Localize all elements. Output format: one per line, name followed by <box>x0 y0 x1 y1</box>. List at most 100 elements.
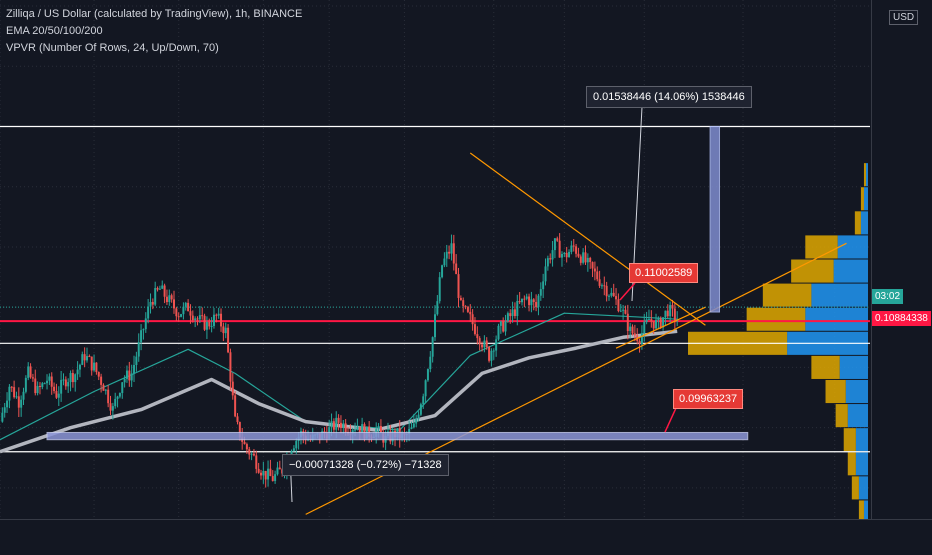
candle-down <box>156 288 159 290</box>
candle-up <box>530 299 533 306</box>
upper-measure-label[interactable]: 0.01538446 (14.06%) 1538446 <box>586 86 752 108</box>
time-axis[interactable] <box>0 519 932 551</box>
candle-up <box>111 406 114 411</box>
candle-up <box>292 448 295 451</box>
candle-down <box>671 305 674 309</box>
candle-down <box>220 313 223 327</box>
candle-up <box>417 414 420 420</box>
price-axis[interactable] <box>871 0 932 519</box>
candle-up <box>600 285 603 287</box>
candle-up <box>262 470 265 476</box>
candle-up <box>504 321 507 332</box>
candle-up <box>410 427 413 429</box>
candle-down <box>513 309 516 317</box>
vpvr-up-bar <box>847 404 868 428</box>
lower-measure-label[interactable]: −0.00071328 (−0.72%) −71328 <box>282 454 449 476</box>
candle-up <box>361 424 364 433</box>
vpvr-down-bar <box>825 379 846 404</box>
candle-down <box>109 403 112 411</box>
candle-up <box>8 386 11 401</box>
vpvr-down-bar <box>860 187 864 211</box>
vpvr-down-bar <box>858 500 864 524</box>
candle-up <box>60 379 63 394</box>
vpvr-down-bar <box>791 259 834 283</box>
candle-down <box>50 376 53 387</box>
candle-down <box>556 238 559 241</box>
vpvr-up-bar <box>833 259 868 283</box>
vpvr-down-bar <box>762 283 812 307</box>
candle-up <box>41 383 44 388</box>
candle-down <box>523 298 526 300</box>
candle-down <box>100 376 103 385</box>
candle-down <box>652 321 655 329</box>
candle-up <box>3 407 6 413</box>
candle-up <box>570 245 573 252</box>
candle-down <box>558 240 561 258</box>
candle-down <box>478 338 481 345</box>
target-price-label[interactable]: 0.11002589 <box>629 263 699 283</box>
candle-up <box>450 243 453 254</box>
candle-down <box>177 316 180 318</box>
candle-up <box>133 365 136 374</box>
candle-down <box>13 387 16 398</box>
candle-down <box>626 313 629 332</box>
candle-down <box>596 271 599 280</box>
candle-up <box>415 419 418 424</box>
candle-up <box>438 277 441 302</box>
candle-up <box>154 288 157 305</box>
candle-up <box>194 318 197 321</box>
symbol-title[interactable]: Zilliqa / US Dollar (calculated by Tradi… <box>6 8 303 20</box>
candle-down <box>83 354 86 361</box>
candle-down <box>368 426 371 437</box>
candle-up <box>78 364 81 370</box>
candle-down <box>666 310 669 317</box>
vpvr-up-bar <box>837 235 868 259</box>
candle-up <box>521 298 523 303</box>
candle-up <box>1 412 4 422</box>
candle-down <box>196 318 199 320</box>
vpvr-up-bar <box>858 476 868 500</box>
candle-up <box>610 292 613 296</box>
candle-down <box>659 318 662 328</box>
candle-down <box>248 449 251 455</box>
candle-up <box>560 254 563 258</box>
ema-indicator-label[interactable]: EMA 20/50/100/200 <box>6 25 103 37</box>
candle-down <box>535 302 538 308</box>
candle-up <box>198 315 201 320</box>
candle-down <box>593 268 596 272</box>
candle-up <box>568 251 571 258</box>
candle-down <box>231 381 234 396</box>
vpvr-up-bar <box>855 428 868 452</box>
candle-up <box>86 356 88 361</box>
currency-label[interactable]: USD <box>889 10 919 25</box>
candle-up <box>492 350 495 352</box>
trendline <box>615 306 706 349</box>
candle-up <box>67 382 70 387</box>
vpvr-indicator-label[interactable]: VPVR (Number Of Rows, 24, Up/Down, 70) <box>6 42 219 54</box>
candle-up <box>436 301 439 315</box>
candle-up <box>116 396 119 399</box>
candle-down <box>476 334 479 339</box>
candle-up <box>542 281 545 290</box>
vpvr-down-bar <box>847 452 856 476</box>
candle-down <box>222 326 225 334</box>
candle-down <box>53 386 56 392</box>
candle-down <box>473 324 476 335</box>
candle-up <box>149 301 152 307</box>
support-price-label[interactable]: 0.09963237 <box>673 389 744 409</box>
candle-up <box>140 330 143 343</box>
candle-down <box>358 426 361 433</box>
candle-down <box>245 444 248 450</box>
candle-up <box>525 296 528 299</box>
candle-down <box>481 344 484 348</box>
candle-up <box>276 467 279 475</box>
candle-down <box>339 422 342 428</box>
candle-down <box>502 321 505 332</box>
candle-down <box>509 313 512 317</box>
trendline <box>469 152 706 326</box>
candle-up <box>445 251 448 259</box>
vpvr-up-bar <box>865 163 868 187</box>
lower-measure-box <box>46 431 749 441</box>
